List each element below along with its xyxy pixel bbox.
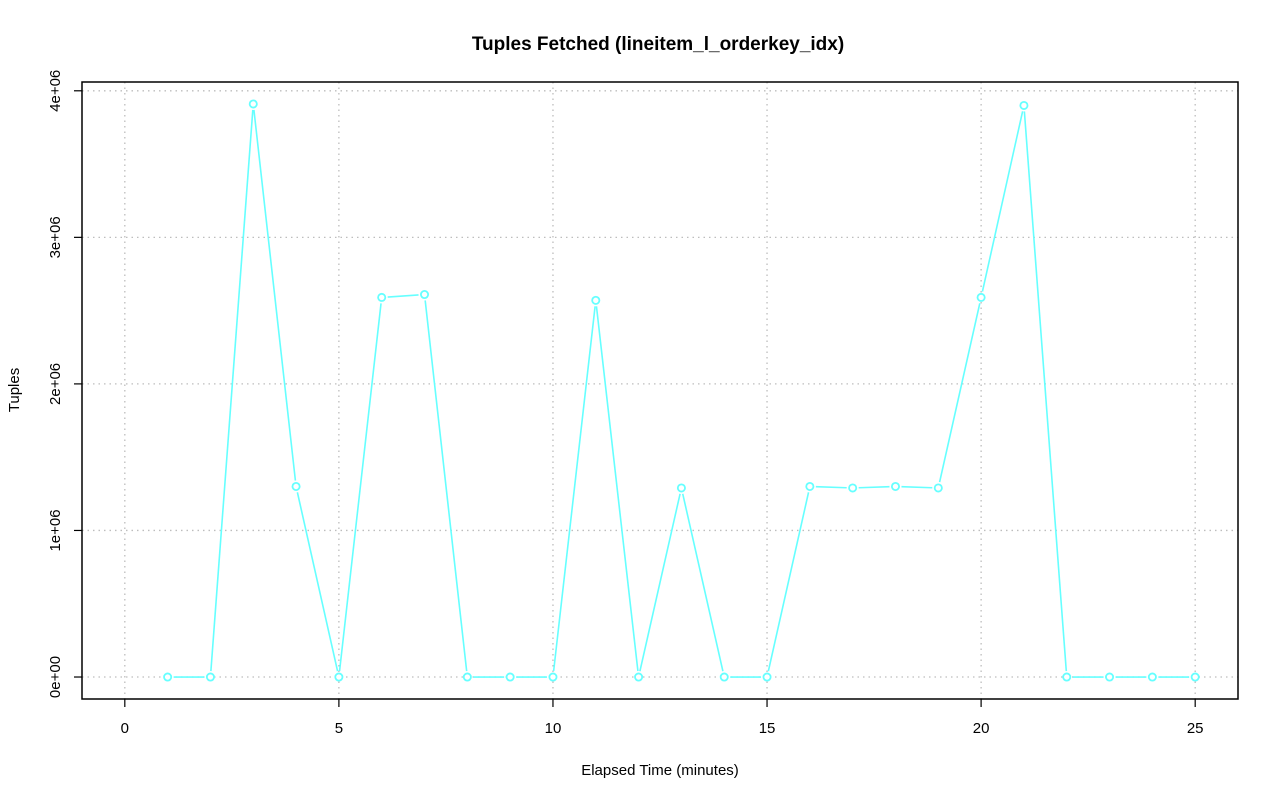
series-0-point-9 — [548, 672, 558, 682]
x-tick-label-4: 20 — [973, 720, 990, 737]
series-0-segment-17 — [901, 485, 933, 489]
y-axis: 0e+00 1e+06 2e+06 3e+06 4e+06 — [47, 70, 82, 698]
series-0-segment-18 — [938, 303, 981, 483]
y-tick-label-0: 0e+00 — [47, 656, 64, 698]
y-tick-label-2: 2e+06 — [47, 363, 64, 405]
series-0-point-19 — [976, 292, 986, 302]
x-tick-label-0: 0 — [121, 720, 129, 737]
x-tick-label-2: 10 — [545, 720, 562, 737]
y-axis-label: Tuples — [6, 368, 23, 412]
series-0-segment-12 — [681, 493, 724, 672]
series-0-point-8 — [505, 672, 515, 682]
series-0-segment-19 — [981, 111, 1024, 292]
series-0-segment-14 — [767, 492, 810, 672]
series-0-point-17 — [890, 481, 900, 491]
x-tick-label-1: 5 — [335, 720, 343, 737]
y-tick-label-4: 4e+06 — [47, 70, 64, 112]
series-0-point-6 — [420, 290, 430, 300]
series-0-point-2 — [248, 99, 258, 109]
series-0-point-4 — [334, 672, 344, 682]
series-0-point-16 — [848, 483, 858, 493]
y-tick-label-3: 3e+06 — [47, 216, 64, 258]
series-0-segment-3 — [296, 492, 339, 672]
series-0-point-18 — [933, 483, 943, 493]
grid — [82, 82, 1238, 699]
series-0-segment-4 — [338, 303, 382, 672]
x-axis: 0 5 10 15 20 25 — [121, 699, 1204, 737]
series-0-point-1 — [205, 672, 215, 682]
series-0-segment-20 — [1023, 111, 1068, 672]
series-0-point-15 — [805, 481, 815, 491]
series-0-point-7 — [462, 672, 472, 682]
series-0-segment-6 — [424, 300, 468, 672]
chart-title: Tuples Fetched (lineitem_l_orderkey_idx) — [472, 34, 844, 55]
series-0-segment-15 — [815, 485, 847, 489]
series-0-point-21 — [1062, 672, 1072, 682]
x-axis-label: Elapsed Time (minutes) — [581, 762, 739, 779]
y-tick-label-1: 1e+06 — [47, 509, 64, 551]
series-0-segment-1 — [210, 109, 254, 672]
series-0-segment-9 — [552, 306, 596, 672]
series-0-point-3 — [291, 481, 301, 491]
series-0-segment-2 — [253, 109, 297, 481]
x-tick-label-5: 25 — [1187, 720, 1204, 737]
x-tick-label-3: 15 — [759, 720, 776, 737]
series-0-point-24 — [1190, 672, 1200, 682]
series-0-segment-5 — [387, 294, 419, 298]
series-0-point-14 — [762, 672, 772, 682]
series-0-point-22 — [1105, 672, 1115, 682]
series-layer — [163, 99, 1200, 682]
series-0-point-11 — [634, 672, 644, 682]
series-0-segment-11 — [639, 493, 681, 672]
series-0-segment-16 — [858, 485, 890, 489]
series-0-point-20 — [1019, 100, 1029, 110]
series-0-point-13 — [719, 672, 729, 682]
plot-frame — [81, 81, 1239, 700]
series-0-point-10 — [591, 295, 601, 305]
series-0-point-0 — [163, 672, 173, 682]
series-0-point-12 — [676, 483, 686, 493]
series-0-point-23 — [1147, 672, 1157, 682]
series-0-segment-10 — [595, 306, 639, 672]
series-0-point-5 — [377, 292, 387, 302]
